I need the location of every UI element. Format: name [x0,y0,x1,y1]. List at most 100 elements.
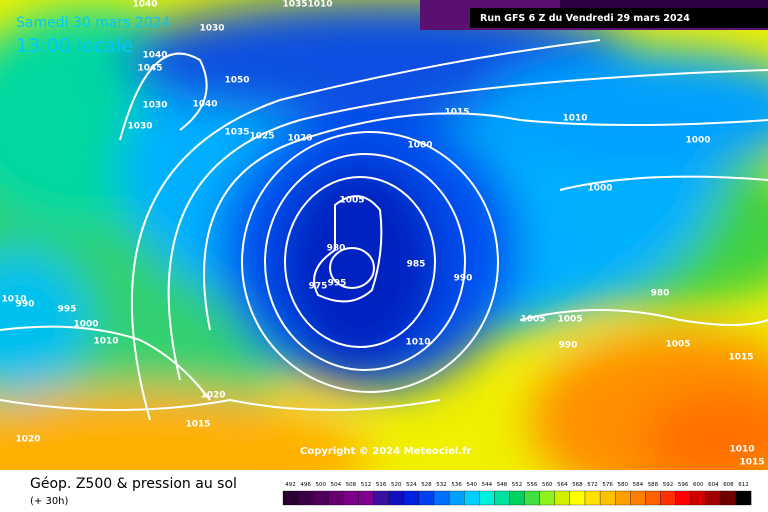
scale-label: 496 [300,482,311,488]
scale-swatch [388,490,404,506]
isobar-label: 995 [328,279,347,289]
isobar-label: 1030 [199,24,224,34]
isobar-label: 1005 [339,196,364,206]
isobar-label: 990 [16,300,35,310]
scale-swatch [358,490,374,506]
forecast-date: Samedi 30 mars 2024 [16,15,171,31]
scale-swatch [282,490,299,506]
forecast-time: 13:00 locale [16,35,133,57]
isobar-label: 1015 [185,420,210,430]
isobar-label: 1010 [729,445,754,455]
isobar-label: 1045 [137,64,162,74]
color-scale: 492 496 500 504 508 512 516 520 524 528 532 536 540 5… [282,482,752,506]
scale-label: 528 [421,482,432,488]
scale-label: 536 [451,482,462,488]
scale-swatch [297,490,314,506]
scale-label: 600 [693,482,704,488]
isobar-label: 1010 [562,114,587,124]
scale-label: 504 [331,482,342,488]
isobar-label: 1000 [73,320,98,330]
isobar-label: 1020 [15,435,40,445]
scale-swatch [705,490,722,506]
run-info: Run GFS 6 Z du Vendredi 29 mars 2024 [480,13,690,24]
isobar-label: 1040 [132,0,157,10]
footer-lead: (+ 30h) [30,496,69,507]
scale-label: 604 [708,482,719,488]
scale-swatch [313,490,329,506]
scale-label: 588 [648,482,659,488]
isobar-lines [0,39,768,421]
isobar-label: 1030 [142,101,167,111]
isobar-label: 1005 [665,340,690,350]
scale-label: 576 [602,482,613,488]
isobar-label: 1010 [1,295,26,305]
isobar-label: 975 [309,282,328,292]
scale-swatch [403,490,420,506]
scale-label: 568 [572,482,583,488]
isobar-label: 1015 [444,108,469,118]
scale-swatch [645,490,661,506]
scale-swatch [418,490,435,506]
scale-swatch [554,490,571,506]
scale-swatch [720,490,737,506]
scale-swatch [584,490,601,506]
scale-label: 592 [663,482,674,488]
isobar-label: 1050 [224,76,249,86]
scale-label: 560 [542,482,553,488]
isobar-label: 1015 [728,353,753,363]
scale-swatch [524,490,540,506]
isobar-label: 1000 [407,141,432,151]
isobar-label: 990 [454,274,473,284]
scale-label: 612 [738,482,749,488]
scale-label: 556 [527,482,538,488]
scale-label: 540 [467,482,478,488]
isobar-label: 1000 [685,136,710,146]
scale-label: 572 [587,482,598,488]
isobar-label: 1000 [587,184,612,194]
scale-swatch [569,490,586,506]
isobar-label: 1010 [307,0,332,10]
scale-swatch [599,490,616,506]
isobar-label: 980 [327,244,346,254]
isobar-label: 1035 [224,128,249,138]
scale-swatch [509,490,525,506]
isobar-label: 1030 [127,122,152,132]
scale-label: 520 [391,482,402,488]
scale-label: 508 [346,482,357,488]
scale-swatch [630,490,646,506]
scale-label: 596 [678,482,689,488]
scale-swatch [539,490,555,506]
isobar-label: 985 [407,260,426,270]
isobar-label: 1020 [200,391,225,401]
copyright: Copyright © 2024 Meteociel.fr [300,446,471,457]
isobar-label: 1010 [93,337,118,347]
run-banner [470,8,768,28]
scale-label: 580 [618,482,629,488]
scale-label: 500 [316,482,327,488]
scale-swatch [690,490,706,506]
scale-label: 524 [406,482,417,488]
isobar-label: 1020 [287,134,312,144]
scale-label: 512 [361,482,372,488]
scale-label: 564 [557,482,568,488]
isobar-label: 1025 [249,132,274,142]
isobar-labels: 1040 1035 1030 1040 1045 1050 1030 1040 1030 1035… [1,0,764,468]
isobar-label: 995 [58,305,77,315]
scale-swatch [343,490,359,506]
isobar-label: 1010 [405,338,430,348]
footer-title: Géop. Z500 & pression au sol [30,476,237,492]
scale-swatch [433,490,450,506]
scale-swatch [675,490,691,506]
scale-swatch [328,490,344,506]
scale-swatch [494,490,510,506]
isobar-label: 990 [559,341,578,351]
isobar-label: 980 [651,289,670,299]
isobar-label: 1005 [557,315,582,325]
scale-swatch [615,490,631,506]
scale-label: 608 [723,482,734,488]
scale-swatch [660,490,676,506]
scale-label: 548 [497,482,508,488]
scale-label: 532 [436,482,447,488]
